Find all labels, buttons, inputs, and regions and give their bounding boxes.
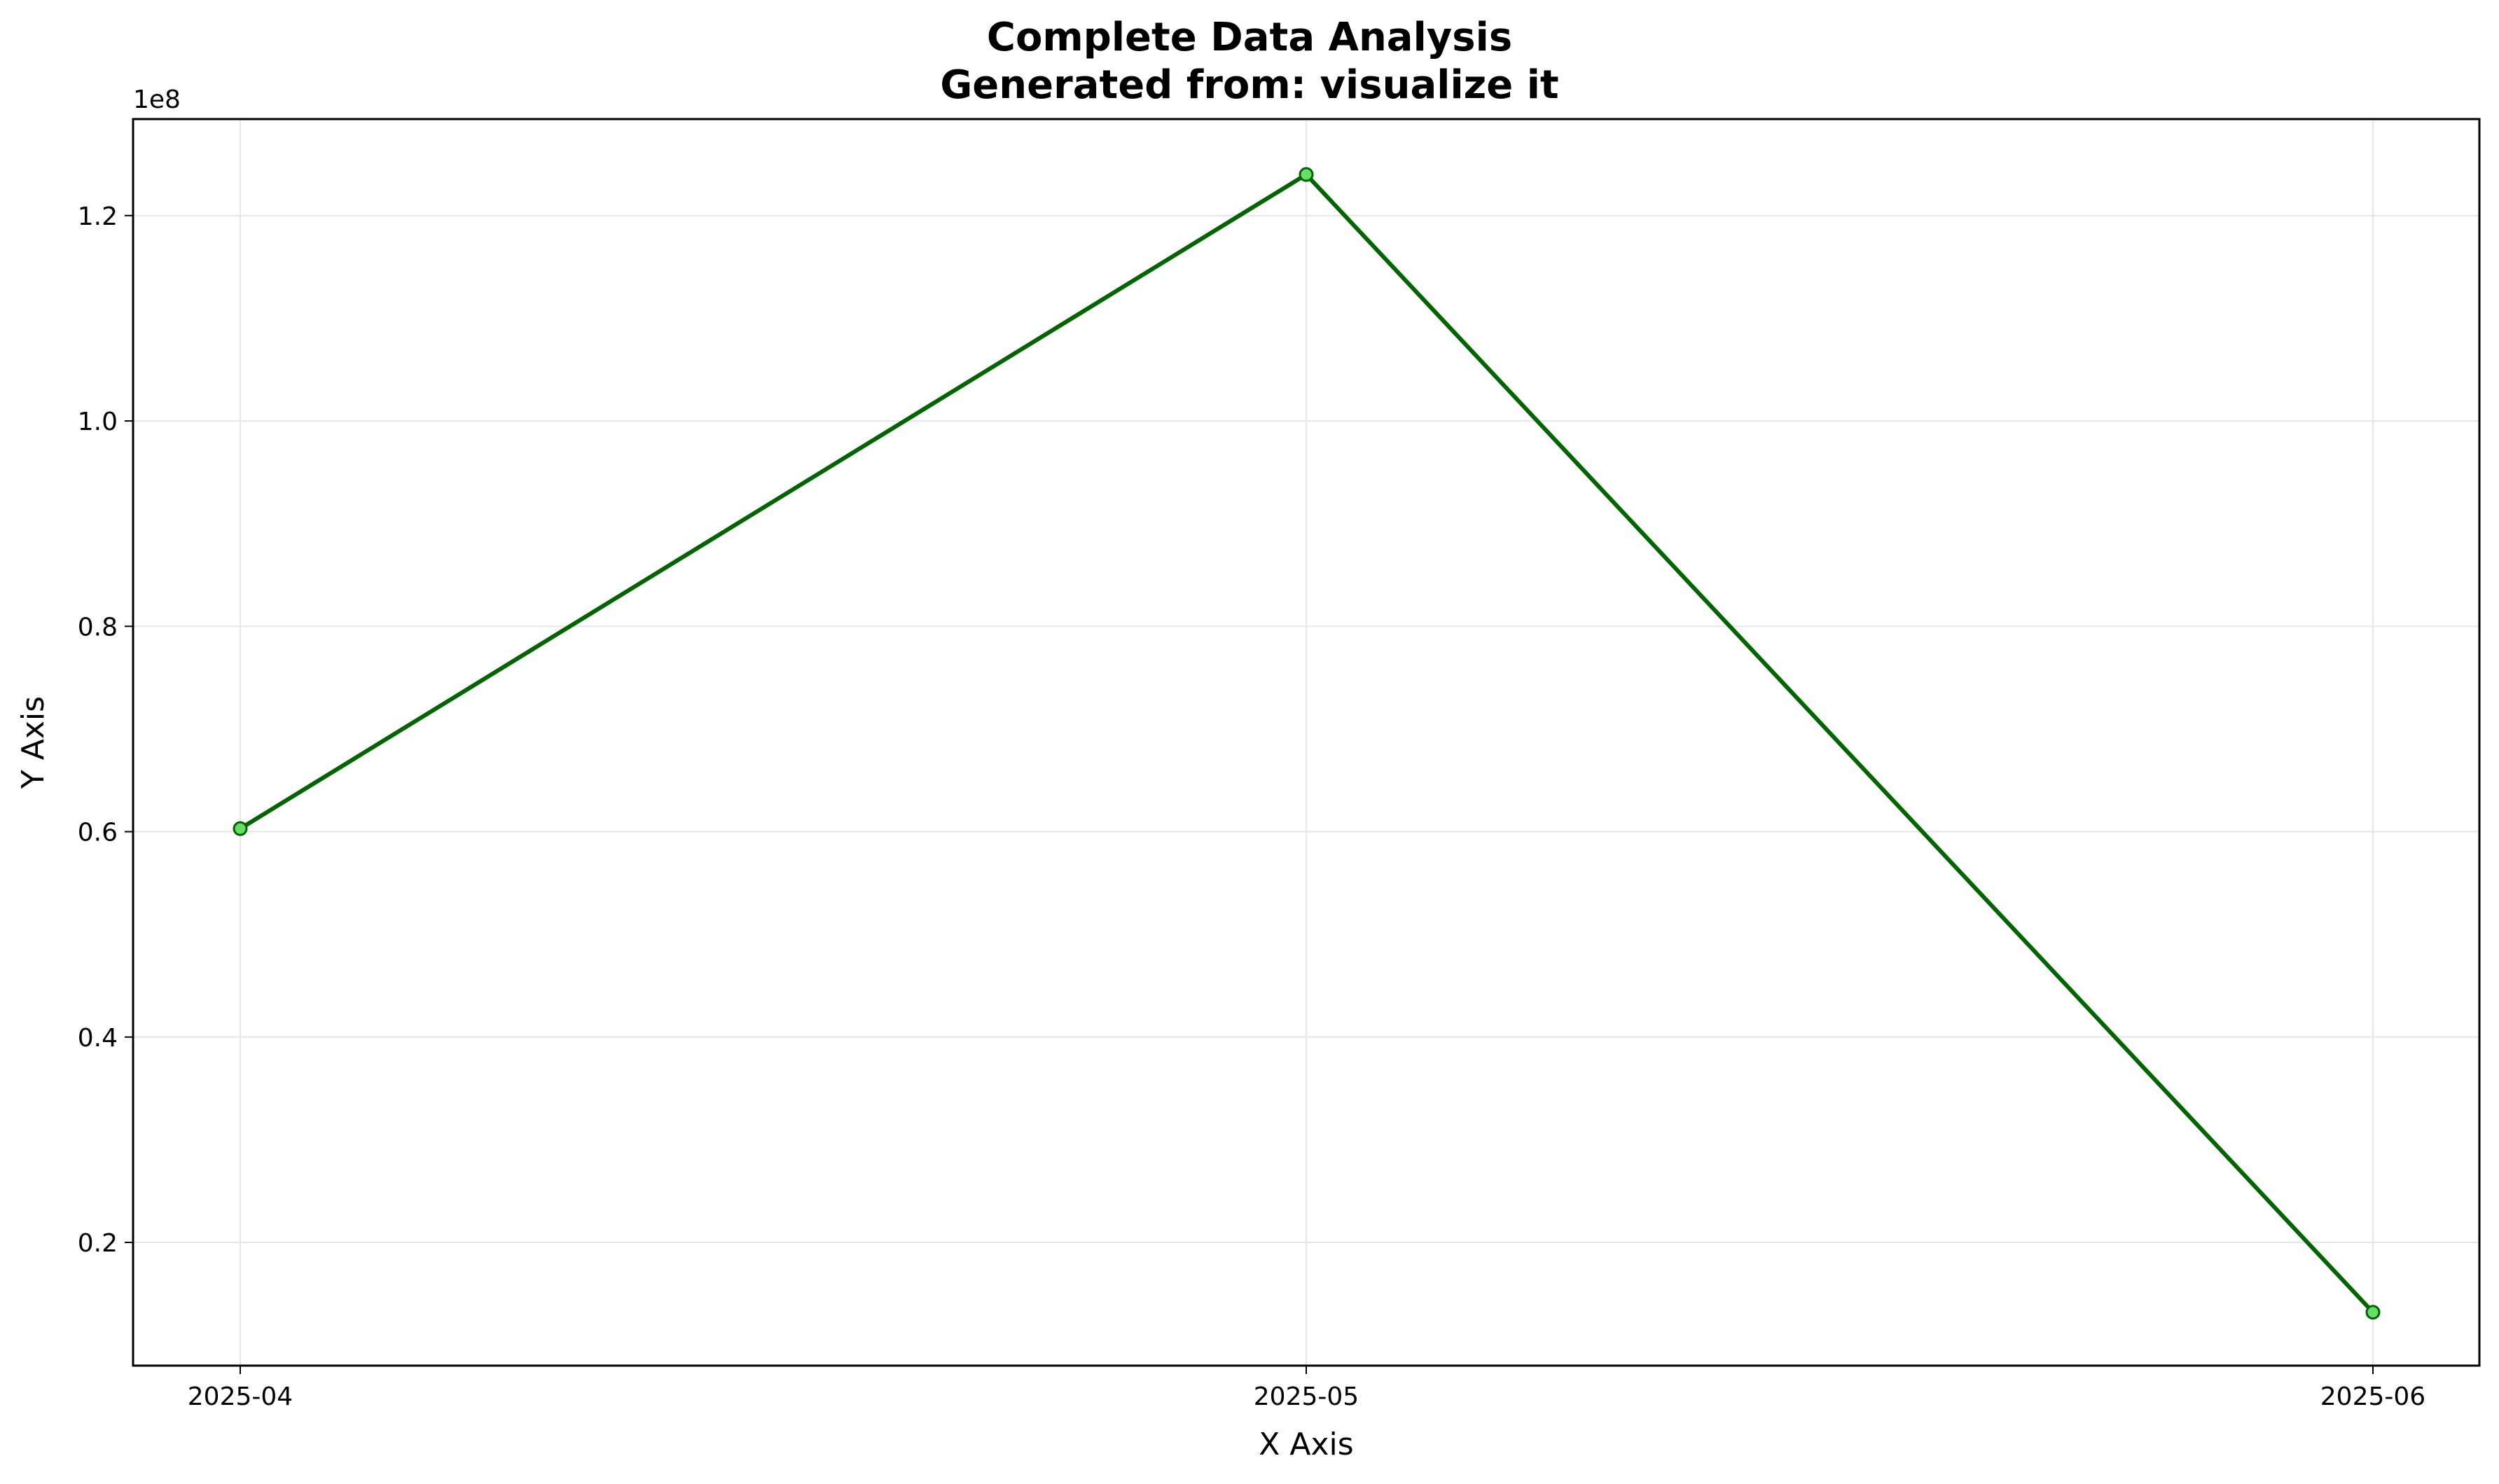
chart-subtitle: Generated from: visualize it <box>940 62 1558 108</box>
y-tick-label: 1.2 <box>78 202 118 231</box>
x-axis-label: X Axis <box>1259 1427 1353 1462</box>
data-point-marker <box>1299 167 1314 182</box>
y-tick-label: 1.0 <box>78 408 118 436</box>
x-tick-label: 2025-04 <box>188 1382 293 1411</box>
y-tick-label: 0.2 <box>78 1229 118 1258</box>
y-axis-label: Y Axis <box>15 696 51 789</box>
data-point-marker <box>2365 1305 2381 1320</box>
y-tick-label: 0.4 <box>78 1024 118 1053</box>
y-axis-ticks: 0.2 0.4 0.6 0.8 1.0 1.2 <box>78 202 133 1258</box>
data-series <box>233 167 2381 1320</box>
y-tick-label: 0.6 <box>78 819 118 847</box>
x-tick-label: 2025-06 <box>2320 1382 2425 1411</box>
grid-lines <box>133 119 2479 1366</box>
chart-title: Complete Data Analysis <box>987 15 1512 60</box>
y-tick-label: 0.8 <box>78 613 118 642</box>
x-tick-label: 2025-05 <box>1254 1382 1359 1411</box>
data-point-marker <box>233 821 248 836</box>
y-axis-offset-label: 1e8 <box>133 85 181 114</box>
x-axis-ticks: 2025-04 2025-05 2025-06 <box>188 1366 2425 1411</box>
